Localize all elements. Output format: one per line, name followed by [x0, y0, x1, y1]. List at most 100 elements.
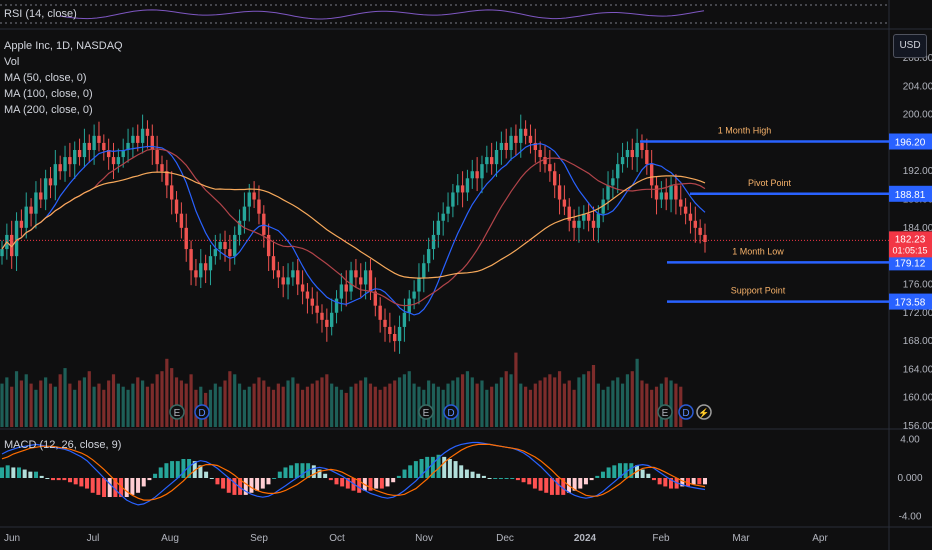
macd-histogram-bar: [402, 469, 407, 478]
level-price-label: 173.58: [895, 298, 926, 309]
volume-bar: [456, 377, 460, 427]
time-axis-label: Nov: [415, 533, 433, 544]
volume-bar: [499, 377, 503, 427]
volume-bar: [29, 383, 33, 427]
event-label: E: [662, 408, 669, 419]
volume-bar: [344, 392, 348, 427]
candle-body: [242, 206, 247, 221]
candle-body: [223, 241, 227, 250]
macd-histogram-bar: [294, 463, 299, 478]
candle-body: [271, 256, 276, 271]
macd-histogram-bar: [300, 463, 305, 478]
macd-histogram-bar: [226, 478, 231, 493]
macd-histogram-bar: [527, 478, 532, 485]
macd-histogram-bar: [504, 478, 509, 479]
volume-bar: [325, 374, 329, 427]
volume-bar: [436, 386, 440, 427]
macd-histogram-bar: [56, 478, 61, 481]
candle-body: [368, 270, 373, 292]
time-axis-label: Aug: [161, 533, 179, 544]
macd-histogram-bar: [532, 478, 537, 489]
volume-bar: [276, 383, 280, 427]
candle-body: [145, 128, 150, 136]
candle-body: [233, 234, 237, 257]
macd-histogram-bar: [215, 478, 220, 485]
volume-bar: [494, 383, 499, 427]
candle-body: [121, 149, 125, 158]
volume-bar: [339, 389, 343, 427]
candle-body: [446, 206, 450, 214]
macd-histogram-bar: [147, 478, 152, 481]
currency-button[interactable]: USD: [893, 34, 927, 58]
macd-histogram-bar: [102, 478, 107, 498]
candle-body: [363, 270, 368, 285]
macd-histogram-bar: [612, 465, 617, 478]
volume-bar: [126, 389, 130, 427]
macd-histogram-bar: [691, 478, 696, 485]
candle-body: [194, 270, 198, 278]
macd-tick-label: -4.00: [899, 511, 922, 522]
macd-histogram-bar: [209, 478, 214, 479]
volume-bar: [354, 383, 358, 427]
volume-bar: [364, 377, 368, 427]
volume-bar: [383, 386, 387, 427]
candle-body: [48, 178, 53, 186]
candle-body: [606, 185, 610, 200]
volume-bar: [359, 380, 363, 427]
candle-body: [553, 171, 557, 186]
candle-body: [451, 192, 455, 207]
level-name: 1 Month Low: [732, 246, 784, 256]
macd-histogram-bar: [124, 478, 129, 498]
volume-bar: [233, 374, 237, 427]
macd-histogram-bar: [357, 478, 362, 493]
candle-body: [165, 171, 169, 186]
candle-body: [388, 326, 392, 334]
candle-body: [43, 178, 48, 200]
macd-histogram-bar: [561, 478, 566, 495]
candle-body: [82, 142, 87, 158]
time-axis-label: Mar: [732, 533, 750, 544]
volume-bar: [184, 383, 188, 427]
volume-bar: [179, 380, 183, 427]
candle-body: [213, 249, 218, 257]
volume-bar: [242, 389, 247, 427]
volume-bar: [407, 371, 411, 427]
legend-ma50: MA (50, close, 0): [4, 72, 87, 84]
rsi-pane: [0, 0, 888, 28]
candle-body: [456, 185, 460, 193]
candle-body: [334, 298, 339, 313]
volume-bar: [451, 380, 455, 427]
level-price-tag: [889, 293, 932, 310]
volume-bar: [591, 365, 596, 427]
macd-label: MACD (12, 26, close, 9): [4, 439, 122, 451]
volume-bar: [664, 377, 668, 427]
candle-body: [475, 171, 479, 179]
macd-histogram-bar: [238, 478, 243, 495]
candle-body: [97, 135, 101, 143]
volume-bar: [601, 389, 605, 427]
candle-body: [509, 135, 513, 150]
candle-body: [9, 234, 14, 257]
macd-histogram-bar: [459, 465, 464, 478]
volume-bar: [82, 377, 87, 427]
price-tick-label: 172.00: [903, 308, 932, 319]
candle-body: [640, 142, 644, 150]
macd-histogram-bar: [453, 461, 458, 478]
candle-body: [266, 234, 271, 257]
volume-bar: [334, 386, 339, 427]
macd-histogram-bar: [107, 478, 112, 498]
candle-body: [111, 157, 116, 165]
dividend-marker: [443, 404, 459, 420]
volume-bar: [213, 383, 217, 427]
volume-bar: [514, 352, 518, 427]
candle-body: [480, 164, 484, 179]
macd-histogram-bar: [663, 478, 668, 487]
volume-bar: [349, 386, 353, 427]
last-price-countdown: 01:05:15: [892, 245, 927, 255]
candle-body: [19, 220, 24, 228]
candle-body: [286, 277, 290, 285]
candle-body: [354, 270, 358, 278]
candle-body: [703, 234, 707, 242]
macd-histogram-bar: [311, 465, 316, 478]
